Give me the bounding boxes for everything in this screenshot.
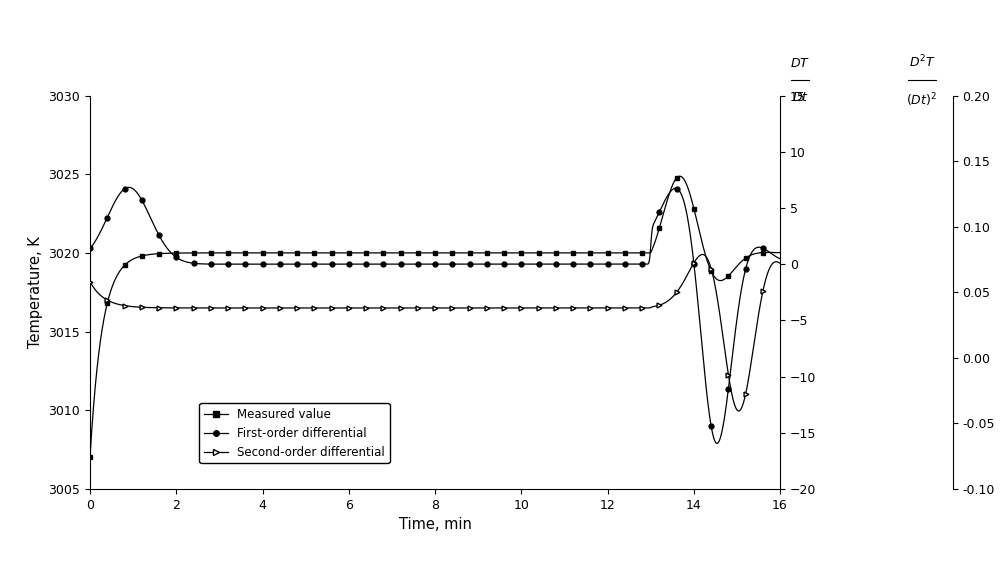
Text: $(Dt)^2$: $(Dt)^2$: [906, 91, 938, 108]
Text: $Dt$: $Dt$: [792, 91, 808, 104]
Text: $D^2T$: $D^2T$: [909, 53, 935, 70]
Y-axis label: Temperature, K: Temperature, K: [28, 237, 43, 348]
X-axis label: Time, min: Time, min: [399, 517, 471, 532]
Legend: Measured value, First-order differential, Second-order differential: Measured value, First-order differential…: [199, 403, 390, 463]
Text: $DT$: $DT$: [790, 57, 810, 70]
